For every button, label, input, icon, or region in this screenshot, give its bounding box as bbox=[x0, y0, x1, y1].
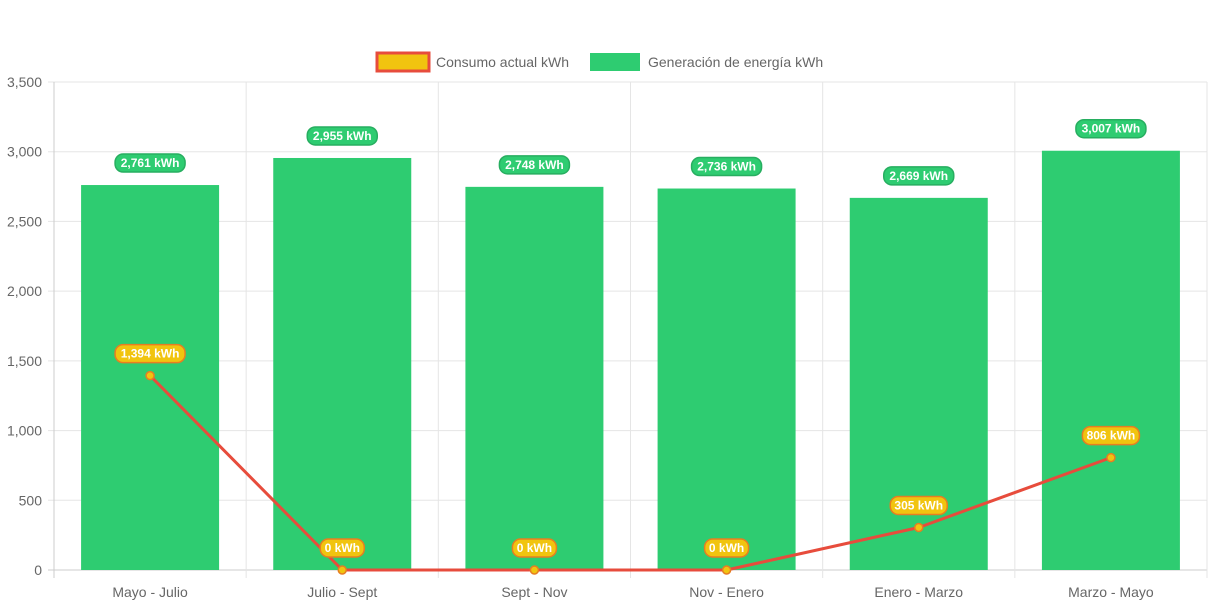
y-tick-label: 3,000 bbox=[7, 144, 42, 160]
legend-swatch-generation bbox=[590, 53, 640, 71]
y-tick-label: 0 bbox=[34, 562, 42, 578]
consumption-value-label-bg bbox=[319, 538, 365, 558]
generation-value-label-text: 2,669 kWh bbox=[889, 169, 948, 183]
y-tick-label: 2,500 bbox=[7, 213, 42, 229]
consumption-value-label-text: 0 kWh bbox=[709, 541, 744, 555]
generation-value-label-bg bbox=[306, 126, 378, 146]
consumption-value-label: 0 kWh bbox=[319, 538, 365, 558]
x-tick-label: Mayo - Julio bbox=[112, 584, 188, 600]
legend-label-generation: Generación de energía kWh bbox=[648, 54, 823, 70]
generation-bar[interactable] bbox=[465, 186, 604, 570]
consumption-point[interactable] bbox=[529, 565, 540, 575]
generation-value-label-text: 2,748 kWh bbox=[505, 158, 564, 172]
y-tick-label: 3,500 bbox=[7, 74, 42, 90]
x-tick-label: Julio - Sept bbox=[307, 584, 377, 600]
generation-value-label: 2,736 kWh bbox=[690, 156, 763, 177]
generation-value-label-text: 2,955 kWh bbox=[313, 129, 372, 143]
legend-item-consumption[interactable]: Consumo actual kWh bbox=[375, 51, 569, 73]
legend: Consumo actual kWh Generación de energía… bbox=[375, 51, 823, 73]
y-tick-label: 500 bbox=[19, 492, 43, 508]
consumption-value-label-bg bbox=[1081, 425, 1141, 446]
x-tick-label: Nov - Enero bbox=[689, 584, 764, 600]
legend-item-generation[interactable]: Generación de energía kWh bbox=[590, 53, 823, 71]
x-tick-label: Enero - Marzo bbox=[874, 584, 963, 600]
consumption-value-label-bg bbox=[114, 343, 186, 364]
consumption-value-label: 305 kWh bbox=[889, 495, 948, 516]
legend-label-consumption: Consumo actual kWh bbox=[436, 54, 569, 70]
consumption-value-label-text: 1,394 kWh bbox=[121, 347, 180, 361]
y-tick-label: 1,000 bbox=[7, 423, 42, 439]
data-labels: 2,761 kWh 2,955 kWh 2,748 kWh 2,736 kWh 2,66… bbox=[114, 118, 1147, 558]
consumption-point[interactable] bbox=[337, 565, 347, 575]
generation-value-label-bg bbox=[690, 156, 763, 177]
y-axis: 0 500 1,000 1,500 2,000 2,500 3,000 3,500 bbox=[7, 74, 42, 578]
generation-value-label-text: 2,736 kWh bbox=[697, 160, 756, 174]
legend-swatch-consumption bbox=[375, 51, 431, 73]
consumption-value-label-text: 305 kWh bbox=[894, 498, 943, 512]
consumption-value-label-text: 0 kWh bbox=[517, 541, 552, 555]
y-tick-label: 2,000 bbox=[7, 283, 42, 299]
y-tick-label: 1,500 bbox=[7, 353, 42, 369]
x-axis: Mayo - Julio Julio - Sept Sept - Nov Nov - … bbox=[112, 584, 1154, 600]
x-tick-label: Sept - Nov bbox=[501, 584, 567, 600]
generation-value-label: 3,007 kWh bbox=[1075, 118, 1147, 139]
consumption-point[interactable] bbox=[1106, 452, 1116, 463]
grid bbox=[48, 81, 1208, 578]
consumption-value-label: 806 kWh bbox=[1081, 425, 1141, 446]
generation-value-label-text: 3,007 kWh bbox=[1082, 122, 1141, 136]
generation-value-label: 2,955 kWh bbox=[306, 126, 378, 146]
generation-value-label-bg bbox=[1075, 118, 1147, 139]
consumption-line-path bbox=[149, 374, 1112, 572]
consumption-value-label-bg bbox=[889, 495, 948, 516]
consumption-point[interactable] bbox=[914, 522, 924, 533]
consumption-value-label: 0 kWh bbox=[703, 538, 750, 558]
generation-value-label: 2,761 kWh bbox=[114, 153, 186, 173]
generation-bar[interactable] bbox=[273, 157, 412, 570]
consumption-value-label: 0 kWh bbox=[511, 538, 558, 558]
generation-value-label: 2,748 kWh bbox=[498, 155, 571, 175]
consumption-value-label-text: 806 kWh bbox=[1087, 429, 1136, 443]
consumption-point[interactable] bbox=[721, 565, 732, 575]
consumption-value-label: 1,394 kWh bbox=[114, 343, 186, 364]
x-tick-label: Marzo - Mayo bbox=[1068, 584, 1154, 600]
generation-value-label-bg bbox=[883, 166, 955, 186]
generation-bar[interactable] bbox=[657, 188, 796, 570]
consumption-value-label-text: 0 kWh bbox=[325, 541, 360, 555]
generation-value-label-bg bbox=[498, 155, 571, 175]
generation-value-label-bg bbox=[114, 153, 186, 173]
generation-bar[interactable] bbox=[1041, 150, 1180, 570]
generation-value-label: 2,669 kWh bbox=[883, 166, 955, 186]
generation-value-label-text: 2,761 kWh bbox=[121, 156, 180, 170]
consumption-line bbox=[145, 370, 1116, 575]
consumption-value-label-bg bbox=[703, 538, 750, 558]
consumption-point[interactable] bbox=[145, 370, 155, 381]
consumption-value-label-bg bbox=[511, 538, 558, 558]
